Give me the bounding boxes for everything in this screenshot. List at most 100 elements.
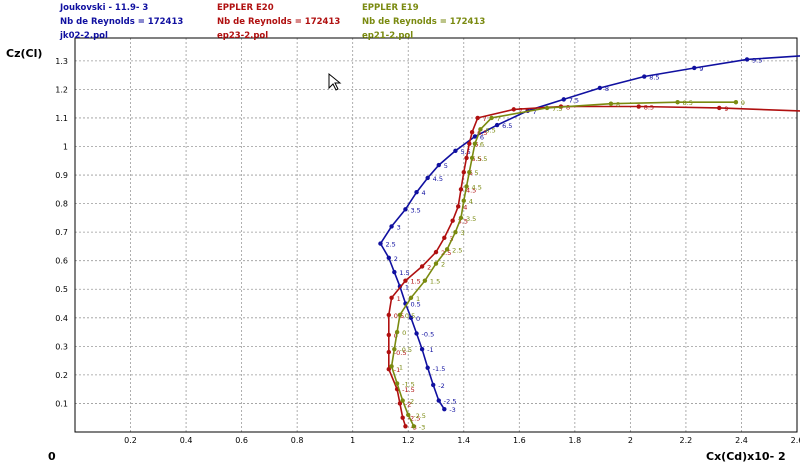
y-tick-label: 1.1 xyxy=(55,114,68,123)
point-label: 8 xyxy=(616,101,620,109)
point-label: -1 xyxy=(394,366,400,374)
point-label: 6.5 xyxy=(502,122,512,130)
point-label: 0 xyxy=(416,315,420,323)
point-label: 3.5 xyxy=(410,206,420,214)
point-label: 9.5 xyxy=(752,56,762,64)
x-tick-label: 0.6 xyxy=(235,436,248,445)
data-point xyxy=(414,331,419,336)
data-point xyxy=(478,127,483,132)
data-point xyxy=(544,105,550,111)
data-point xyxy=(389,295,394,301)
data-point xyxy=(394,381,400,386)
series-3: -3-2.5-2-1.5-1-0.500.511.522.533.544.555… xyxy=(389,99,745,431)
data-point xyxy=(489,115,494,121)
y-tick-label: 0.3 xyxy=(55,342,68,351)
series-1: -3-2.5-2-1.5-1-0.500.511.522.533.544.555… xyxy=(378,55,800,414)
data-point xyxy=(456,204,461,209)
data-point xyxy=(733,100,739,105)
data-point xyxy=(467,169,472,175)
legend-name-e19: EPPLER E19 xyxy=(362,3,419,13)
point-label: 7 xyxy=(533,108,537,116)
x-tick-label: 0.4 xyxy=(180,436,193,445)
legend-name-joukovski: Joukovski - 11.9- 3 xyxy=(60,3,149,13)
point-label: 8.5 xyxy=(683,99,693,107)
data-point xyxy=(458,215,464,221)
data-point xyxy=(408,315,414,320)
point-label: 4 xyxy=(422,189,426,197)
data-point xyxy=(461,169,466,175)
point-label: 1.5 xyxy=(399,269,409,277)
point-label: -1 xyxy=(397,363,403,371)
point-label: -0.5 xyxy=(394,349,407,357)
series-group: -3-2.5-2-1.5-1-0.500.511.522.533.544.555… xyxy=(378,55,800,431)
data-point xyxy=(400,415,405,420)
data-point xyxy=(475,115,480,121)
chart-grid xyxy=(75,38,797,432)
point-label: 5.5 xyxy=(460,148,470,156)
legend-name-e20: EPPLER E20 xyxy=(217,3,274,13)
plot-frame xyxy=(74,37,798,433)
data-point xyxy=(692,65,697,71)
point-label: 5.5 xyxy=(477,155,487,163)
data-point xyxy=(394,329,400,335)
point-label: -1.5 xyxy=(433,365,446,373)
data-point xyxy=(425,175,430,181)
x-axis-title: Cx(Cd)x10- 2 xyxy=(706,450,786,463)
point-label: 0 xyxy=(402,329,406,337)
data-point xyxy=(453,229,458,235)
data-point xyxy=(403,278,408,283)
point-label: 4 xyxy=(463,203,467,211)
point-label: 6.5 xyxy=(485,126,495,134)
point-label: 8 xyxy=(566,104,570,112)
data-point xyxy=(464,184,469,189)
point-label: 5.5 xyxy=(472,155,482,163)
y-axis-ticks: 0.1 0.2 0.3 0.4 0.5 0.6 0.7 0.8 0.9 1 1.1 1.2 1.3 xyxy=(55,57,68,409)
y-tick-label: 1.3 xyxy=(55,57,68,66)
data-point xyxy=(386,312,391,318)
point-label: -2.5 xyxy=(413,412,426,420)
data-point xyxy=(469,130,475,135)
point-label: 4.5 xyxy=(466,186,476,194)
data-point xyxy=(458,187,464,192)
x-tick-label: 1 xyxy=(350,436,355,445)
point-label: 0.5 xyxy=(410,301,420,309)
data-point xyxy=(397,401,403,406)
data-point xyxy=(561,97,566,102)
point-label: 1.5 xyxy=(410,278,420,286)
point-label: 5 xyxy=(444,162,448,170)
mouse-cursor-icon xyxy=(328,72,342,91)
data-point xyxy=(386,366,391,372)
x-tick-label: 1.2 xyxy=(402,436,415,445)
data-point xyxy=(450,218,455,223)
data-point xyxy=(431,382,436,388)
x-tick-label: 1.8 xyxy=(568,436,581,445)
legend-reynolds-e19: Nb de Reynolds = 172413 xyxy=(362,17,486,27)
point-label: 3.5 xyxy=(458,218,468,226)
x-axis-ticks: 0.2 0.4 0.6 0.8 1 1.2 1.4 1.6 1.8 2 2.2 2.4 2.6 xyxy=(124,436,800,445)
data-point xyxy=(636,104,641,109)
data-point xyxy=(453,148,458,153)
data-point xyxy=(414,189,419,195)
data-point xyxy=(411,424,416,429)
data-point xyxy=(419,264,425,269)
legend-file-e20: ep23-2.pol xyxy=(217,31,269,41)
point-label: 2 xyxy=(427,263,431,271)
data-point xyxy=(386,255,391,261)
point-label: 3 xyxy=(397,223,401,231)
x-tick-label: 1.6 xyxy=(513,436,526,445)
data-point xyxy=(675,100,680,105)
x-tick-label: 1.4 xyxy=(457,436,470,445)
legend-file-joukovski: jk02-2.pol xyxy=(60,31,108,41)
point-label: -2.5 xyxy=(408,415,421,423)
data-point xyxy=(444,247,450,252)
data-point xyxy=(717,105,722,111)
origin-label: 0 xyxy=(48,450,56,463)
x-tick-label: 2.4 xyxy=(735,436,748,445)
data-point xyxy=(406,412,411,418)
y-tick-label: 0.1 xyxy=(55,399,68,408)
point-label: 6.5 xyxy=(477,129,487,137)
point-label: 2.5 xyxy=(441,249,451,257)
data-point xyxy=(436,162,441,168)
point-label: 0.5 xyxy=(405,312,415,320)
point-label: 6 xyxy=(480,134,484,142)
